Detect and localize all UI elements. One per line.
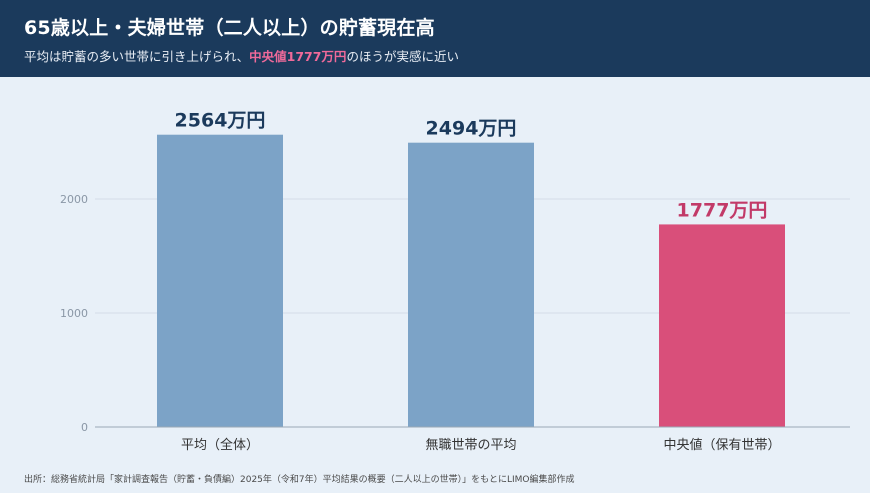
bar-chart: 0 1000 2000 2564万円平均（全体） 2494万円無職世帯の平均 1777万円… bbox=[0, 77, 870, 467]
source-note: 出所：総務省統計局「家計調査報告（貯蓄・負債編）2025年（令和7年）平均結果の… bbox=[24, 475, 575, 485]
x-tick-label: 平均（全体） bbox=[181, 437, 259, 453]
bar bbox=[157, 134, 283, 428]
y-tick-label: 1000 bbox=[60, 307, 88, 320]
x-tick-label: 中央値（保有世帯） bbox=[663, 437, 780, 453]
data-label: 2564万円 bbox=[175, 110, 266, 132]
chart-subtitle: 平均は貯蓄の多い世帯に引き上げられ、中央値1777万円のほうが実感に近い bbox=[24, 46, 459, 65]
bar bbox=[408, 142, 534, 427]
data-label: 2494万円 bbox=[426, 118, 517, 140]
bar bbox=[659, 224, 785, 427]
header-banner: 65歳以上・夫婦世帯（二人以上）の貯蓄現在高 平均は貯蓄の多い世帯に引き上げられ… bbox=[0, 0, 870, 77]
subtitle-text-end: のほうが実感に近い bbox=[346, 49, 459, 64]
data-label: 1777万円 bbox=[677, 199, 768, 221]
y-tick-label: 0 bbox=[81, 421, 88, 434]
subtitle-highlight: 中央値1777万円 bbox=[249, 49, 347, 64]
subtitle-text: 平均は貯蓄の多い世帯に引き上げられ、 bbox=[24, 49, 250, 64]
chart-title: 65歳以上・夫婦世帯（二人以上）の貯蓄現在高 bbox=[24, 17, 435, 39]
x-tick-label: 無職世帯の平均 bbox=[425, 438, 516, 453]
y-tick-label: 2000 bbox=[60, 193, 88, 206]
